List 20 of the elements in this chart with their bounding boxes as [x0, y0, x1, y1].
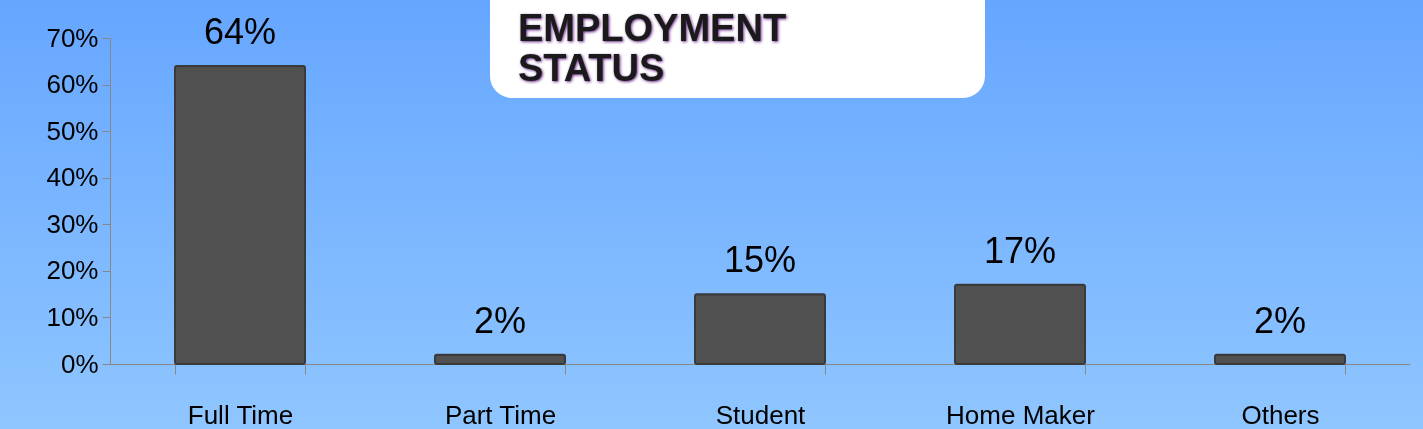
- y-tick-label: 70%: [46, 22, 99, 53]
- data-label: 64%: [203, 10, 277, 52]
- x-tick-label: Part Time: [444, 399, 557, 429]
- x-tick-label: Full Time: [187, 399, 294, 429]
- y-tick-label: 20%: [46, 255, 99, 286]
- x-tick-label: Others: [1241, 399, 1320, 429]
- y-tick-label: 10%: [46, 301, 99, 332]
- data-label: 17%: [983, 229, 1057, 271]
- title-panel: EMPLOYMENT STATUS: [490, 0, 985, 98]
- x-tick-label: Student: [715, 399, 807, 429]
- x-tick-label: Home Maker: [946, 399, 1096, 429]
- data-label: 2%: [1253, 299, 1307, 341]
- y-tick-label: 30%: [46, 208, 99, 239]
- data-label: 15%: [723, 239, 797, 281]
- y-tick-label: 50%: [46, 115, 99, 146]
- chart-title: EMPLOYMENT STATUS: [518, 7, 788, 89]
- y-tick-label: 0%: [60, 348, 99, 379]
- y-tick-label: 40%: [46, 162, 99, 193]
- data-label: 2%: [473, 299, 527, 341]
- y-tick-label: 60%: [46, 69, 99, 100]
